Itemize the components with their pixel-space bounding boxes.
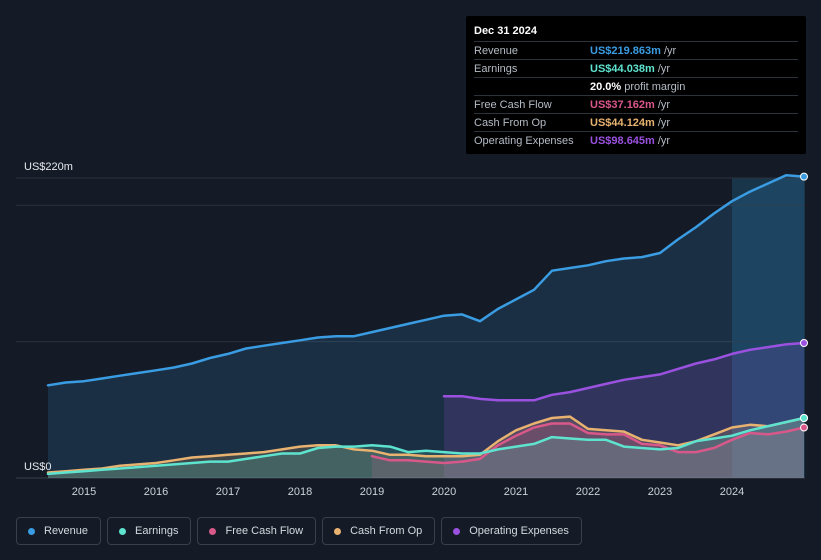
tooltip-row-value: US$44.124m: [590, 116, 655, 129]
data-tooltip: Dec 31 2024 Revenue US$219.863m/yr Earning…: [466, 16, 806, 154]
tooltip-row-label: Earnings: [474, 62, 518, 75]
x-tick-label: 2018: [288, 486, 312, 498]
tooltip-row-value: US$98.645m: [590, 134, 655, 147]
legend-dot-icon: [334, 527, 342, 535]
x-tick-label: 2024: [720, 486, 744, 498]
legend-dot-icon: [119, 527, 127, 535]
x-tick-label: 2019: [360, 486, 384, 498]
tooltip-row: Operating Expenses US$98.645m/yr: [474, 131, 798, 149]
free-cash-flow-area: [372, 423, 804, 478]
tooltip-row-unit: /yr: [657, 62, 671, 75]
x-tick-label: 2015: [72, 486, 96, 498]
x-tick-label: 2020: [432, 486, 456, 498]
chart-legend: Revenue Earnings Free Cash Flow Cash From O…: [16, 517, 582, 545]
forecast-highlight-band: [732, 178, 805, 478]
operating-expenses-line: [442, 341, 806, 402]
tooltip-row-unit: profit margin: [624, 80, 686, 93]
x-axis-ticks: 2015 2016 2017 2018 2019 2020 2021 2022 2023 2024: [72, 486, 744, 498]
tooltip-row-value: 20.0%: [590, 80, 622, 93]
tooltip-row: Revenue US$219.863m/yr: [474, 41, 798, 59]
tooltip-row-value: US$44.038m: [590, 62, 655, 75]
revenue-endpoint: [800, 172, 808, 181]
chart-area: 2015 2016 2017 2018 2019 2020 2021 2022 2023 2024…: [16, 161, 808, 498]
series-lines: [46, 174, 806, 476]
tooltip-row-label: Revenue: [474, 44, 519, 57]
tooltip-row-unit: /yr: [657, 98, 671, 111]
tooltip-row-value: US$37.162m: [590, 98, 655, 111]
legend-item-operating-expenses[interactable]: Operating Expenses: [441, 517, 582, 545]
tooltip-row-label: Cash From Op: [474, 116, 547, 129]
tooltip-row-value: US$219.863m: [590, 44, 661, 57]
tooltip-row: 20.0% profit margin: [474, 77, 798, 95]
legend-label: Earnings: [135, 525, 179, 537]
earnings-area: [48, 418, 804, 478]
x-tick-label: 2021: [504, 486, 528, 498]
gridlines: [16, 177, 805, 479]
legend-label: Revenue: [44, 525, 89, 537]
tooltip-row: Free Cash Flow US$37.162m/yr: [474, 95, 798, 113]
earnings-endpoint: [800, 414, 808, 422]
tooltip-row: Earnings US$44.038m/yr: [474, 59, 798, 77]
tooltip-row-unit: /yr: [657, 116, 671, 129]
tooltip-row-unit: /yr: [657, 134, 671, 147]
legend-item-earnings[interactable]: Earnings: [107, 517, 192, 545]
x-tick-label: 2022: [576, 486, 600, 498]
x-tick-label: 2017: [216, 486, 240, 498]
tooltip-row-label: Operating Expenses: [474, 134, 574, 147]
free-cash-flow-line: [370, 422, 806, 465]
revenue-area: [48, 175, 804, 479]
legend-dot-icon: [28, 527, 35, 535]
legend-dot-icon: [453, 527, 461, 535]
legend-item-free-cash-flow[interactable]: Free Cash Flow: [197, 517, 317, 545]
y-axis-top-label: US$220m: [24, 161, 73, 173]
tooltip-row-label: Free Cash Flow: [474, 98, 552, 111]
revenue-line: [46, 174, 806, 387]
operating-expenses-endpoint: [800, 339, 808, 347]
legend-label: Free Cash Flow: [225, 525, 304, 537]
legend-dot-icon: [209, 527, 217, 535]
earnings-line: [46, 416, 806, 476]
legend-item-revenue[interactable]: Revenue: [16, 517, 102, 545]
tooltip-row-unit: /yr: [663, 44, 677, 57]
x-tick-label: 2016: [144, 486, 168, 498]
y-axis-bottom-label: US$0: [24, 461, 52, 473]
tooltip-date: Dec 31 2024: [474, 25, 537, 37]
tooltip-row: Cash From Op US$44.124m/yr: [474, 113, 798, 131]
free-cash-flow-endpoint: [800, 423, 808, 432]
legend-item-cash-from-op[interactable]: Cash From Op: [322, 517, 436, 545]
x-tick-label: 2023: [648, 486, 672, 498]
series-endpoints: [800, 172, 808, 432]
legend-label: Cash From Op: [350, 525, 423, 537]
cash-from-op-line: [46, 415, 806, 474]
series-areas: [48, 175, 804, 479]
legend-label: Operating Expenses: [469, 525, 569, 537]
